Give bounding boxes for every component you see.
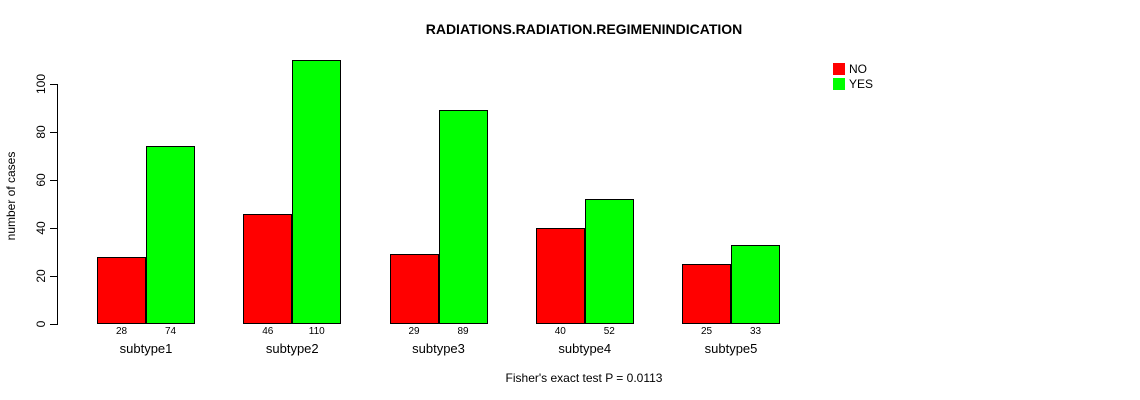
bar-no-subtype1 xyxy=(97,256,146,324)
bar-value-label: 40 xyxy=(554,326,566,337)
bar-no-subtype3 xyxy=(389,254,439,324)
y-axis-tick xyxy=(50,324,57,325)
bar-value-label: 33 xyxy=(749,326,762,337)
y-axis-tick xyxy=(50,84,57,85)
bar-value-label: 46 xyxy=(262,326,274,337)
bar-no-subtype5 xyxy=(682,264,731,324)
y-axis-tick-label: 80 xyxy=(34,125,48,139)
bar-no-subtype4 xyxy=(535,228,585,324)
bar-value-label: 29 xyxy=(408,326,420,337)
y-axis-tick xyxy=(50,228,57,229)
category-label-subtype2: subtype2 xyxy=(265,341,319,356)
y-axis-tick xyxy=(50,132,57,133)
bar-yes-subtype4 xyxy=(584,199,634,324)
bar-value-label: 25 xyxy=(700,326,713,337)
category-label-subtype1: subtype1 xyxy=(119,341,173,356)
legend-swatch-no xyxy=(833,62,845,75)
y-axis-tick-label: 100 xyxy=(34,73,48,95)
y-axis-line xyxy=(57,84,58,325)
bar-yes-subtype2 xyxy=(292,60,342,324)
legend-row: NO xyxy=(833,61,873,76)
y-axis-label: number of cases xyxy=(4,151,18,241)
bar-value-label: 52 xyxy=(603,326,615,337)
bar-value-label: 74 xyxy=(164,326,177,337)
bar-yes-subtype5 xyxy=(731,244,780,324)
legend-label: YES xyxy=(849,76,874,91)
y-axis-tick-label: 20 xyxy=(34,269,48,283)
bar-yes-subtype1 xyxy=(146,146,195,324)
bar-yes-subtype3 xyxy=(438,110,488,324)
legend-swatch-yes xyxy=(833,77,845,90)
bar-value-label: 110 xyxy=(308,326,325,337)
y-axis-tick-label: 60 xyxy=(34,173,48,187)
bar-no-subtype2 xyxy=(243,213,293,324)
legend-label: NO xyxy=(849,61,867,76)
category-label-subtype5: subtype5 xyxy=(704,341,758,356)
y-axis-tick-label: 0 xyxy=(34,320,48,328)
fisher-test-annotation: Fisher's exact test P = 0.0113 xyxy=(505,371,663,385)
chart-title: RADIATIONS.RADIATION.REGIMENINDICATION xyxy=(425,21,743,37)
bar-value-label: 28 xyxy=(115,326,128,337)
y-axis-tick-label: 40 xyxy=(34,221,48,235)
legend-row: YES xyxy=(833,76,873,91)
y-axis-tick xyxy=(50,180,57,181)
category-label-subtype3: subtype3 xyxy=(412,341,465,356)
bar-value-label: 89 xyxy=(457,326,469,337)
legend: NO YES xyxy=(833,61,873,91)
category-label-subtype4: subtype4 xyxy=(558,341,612,356)
y-axis-tick xyxy=(50,276,57,277)
